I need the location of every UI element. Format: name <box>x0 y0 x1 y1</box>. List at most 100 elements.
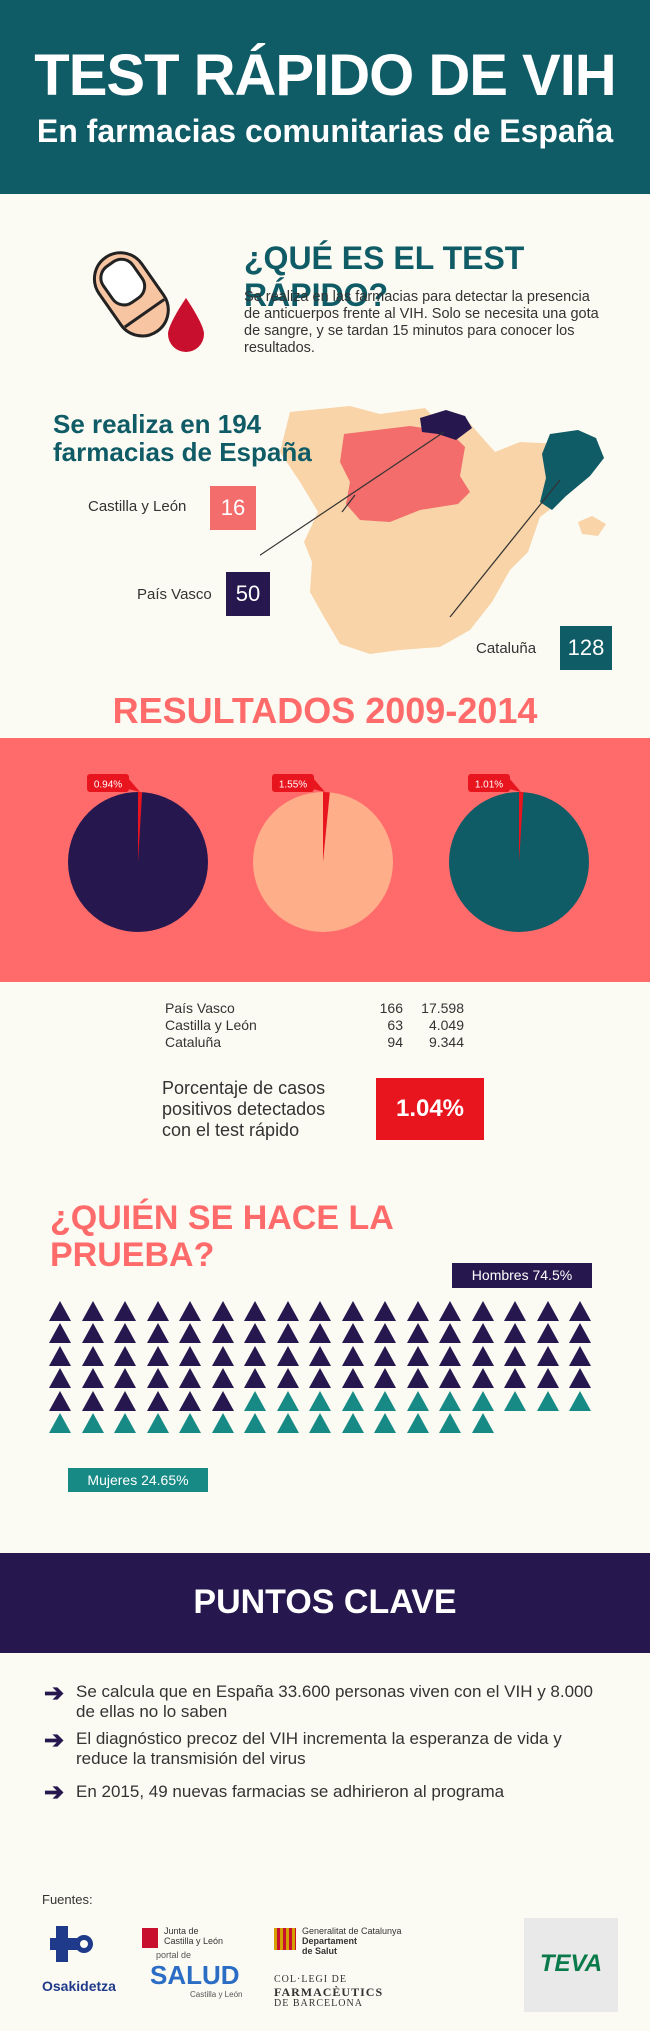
map-castilla-leon <box>340 426 470 522</box>
person-man-icon <box>309 1345 331 1366</box>
person-man-icon <box>81 1368 104 1389</box>
summary-line1: Porcentaje de casos <box>162 1078 326 1098</box>
sources-label: Fuentes: <box>42 1892 93 1907</box>
map-islands <box>578 516 606 536</box>
pie-label-3: 1.01% <box>468 774 521 792</box>
person-man-icon <box>504 1323 526 1344</box>
person-man-icon <box>49 1390 71 1411</box>
key-point-3: En 2015, 49 nuevas farmacias se adhirier… <box>76 1782 505 1801</box>
osakidetza-text: Osakidetza <box>42 1978 116 1994</box>
map-title-line2: farmacias de España <box>53 437 312 467</box>
person-man-icon <box>276 1301 299 1321</box>
key-title: PUNTOS CLAVE <box>193 1583 457 1621</box>
person-woman-icon <box>504 1390 526 1411</box>
person-man-icon <box>179 1368 201 1389</box>
person-man-icon <box>406 1301 429 1321</box>
person-man-icon <box>146 1301 169 1321</box>
person-woman-icon <box>341 1390 364 1411</box>
person-man-icon <box>536 1301 559 1321</box>
person-man-icon <box>569 1323 591 1344</box>
person-woman-icon <box>569 1390 591 1411</box>
person-man-icon <box>244 1323 266 1344</box>
person-man-icon <box>244 1345 266 1366</box>
person-man-icon <box>179 1345 201 1366</box>
person-man-icon <box>341 1301 364 1321</box>
person-man-icon <box>504 1368 526 1389</box>
person-man-icon <box>49 1323 71 1344</box>
person-woman-icon <box>49 1413 71 1433</box>
person-man-icon <box>211 1368 234 1389</box>
person-man-icon <box>114 1368 136 1389</box>
person-man-icon <box>114 1345 136 1366</box>
salud-logo: Junta de Castilla y León portal de SALUD… <box>142 1926 252 2010</box>
person-woman-icon <box>146 1413 169 1433</box>
results-pies: 0.94% 1.55% 1.01% <box>68 774 589 932</box>
catalonia-flag-icon <box>274 1928 296 1950</box>
person-man-icon <box>406 1323 429 1344</box>
teva-text: TEVA <box>539 1950 603 1977</box>
person-man-icon <box>341 1323 364 1344</box>
person-man-icon <box>146 1345 169 1366</box>
table-row: Cataluña 94 9.344 <box>165 1034 465 1051</box>
what-text: Se realiza en las farmacias para detecta… <box>244 289 599 356</box>
person-man-icon <box>439 1345 461 1366</box>
pie-slice-2 <box>323 792 330 862</box>
person-man-icon <box>81 1390 104 1411</box>
person-woman-icon <box>244 1390 266 1411</box>
person-woman-icon <box>439 1390 461 1411</box>
gen-line1: Generalitat de Catalunya <box>302 1926 402 1936</box>
person-woman-icon <box>406 1390 429 1411</box>
map-title-line1: Se realiza en 194 <box>53 409 262 439</box>
women-label: Mujeres 24.65% <box>68 1468 208 1492</box>
pie-slice-1 <box>138 792 143 862</box>
person-man-icon <box>114 1301 136 1321</box>
person-woman-icon <box>81 1413 104 1433</box>
person-man-icon <box>536 1368 559 1389</box>
person-man-icon <box>374 1345 396 1366</box>
pie-label-2: 1.55% <box>272 774 325 792</box>
person-man-icon <box>244 1368 266 1389</box>
jcyl-line2: Castilla y León <box>164 1936 224 1946</box>
person-man-icon <box>569 1301 591 1321</box>
page-subtitle: En farmacias comunitarias de España <box>36 113 614 149</box>
person-woman-icon <box>374 1413 396 1433</box>
arrow-right-icon: ➔ <box>44 1779 65 1806</box>
person-woman-icon <box>471 1413 494 1433</box>
finger-icon <box>92 251 170 338</box>
person-man-icon <box>536 1323 559 1344</box>
person-man-icon <box>374 1368 396 1389</box>
table-row: Castilla y León 63 4.049 <box>165 1017 465 1034</box>
col-line3: DE BARCELONA <box>274 1998 363 2009</box>
person-woman-icon <box>211 1413 234 1433</box>
person-man-icon <box>114 1390 136 1411</box>
results-table: País Vasco 166 17.598 Castilla y León 63… <box>165 1000 465 1051</box>
person-man-icon <box>471 1323 494 1344</box>
map-pais-vasco <box>420 410 472 440</box>
col-line1: COL·LEGI DE <box>274 1974 347 1985</box>
table-cell-total: 4.049 <box>428 1017 464 1033</box>
person-man-icon <box>211 1323 234 1344</box>
region-label-castilla: Castilla y León <box>88 498 187 515</box>
person-woman-icon <box>244 1413 266 1433</box>
who-title: ¿QUIÉN SE HACE LA PRUEBA? <box>50 1200 394 1274</box>
person-woman-icon <box>439 1413 461 1433</box>
person-woman-icon <box>114 1413 136 1433</box>
person-man-icon <box>439 1368 461 1389</box>
table-cell-total: 9.344 <box>428 1034 464 1050</box>
gen-line3: de Salut <box>302 1946 338 1956</box>
person-man-icon <box>114 1323 136 1344</box>
person-man-icon <box>569 1345 591 1366</box>
person-man-icon <box>276 1323 299 1344</box>
person-woman-icon <box>406 1413 429 1433</box>
person-woman-icon <box>536 1390 559 1411</box>
person-woman-icon <box>179 1413 201 1433</box>
salud-text: SALUD <box>150 1960 240 1990</box>
person-man-icon <box>504 1301 526 1321</box>
person-man-icon <box>406 1345 429 1366</box>
person-woman-icon <box>276 1390 299 1411</box>
region-label-pais-vasco: País Vasco <box>137 586 212 603</box>
person-man-icon <box>471 1345 494 1366</box>
person-man-icon <box>179 1323 201 1344</box>
summary-line3: con el test rápido <box>162 1120 300 1140</box>
pie-label-1: 0.94% <box>87 774 140 792</box>
